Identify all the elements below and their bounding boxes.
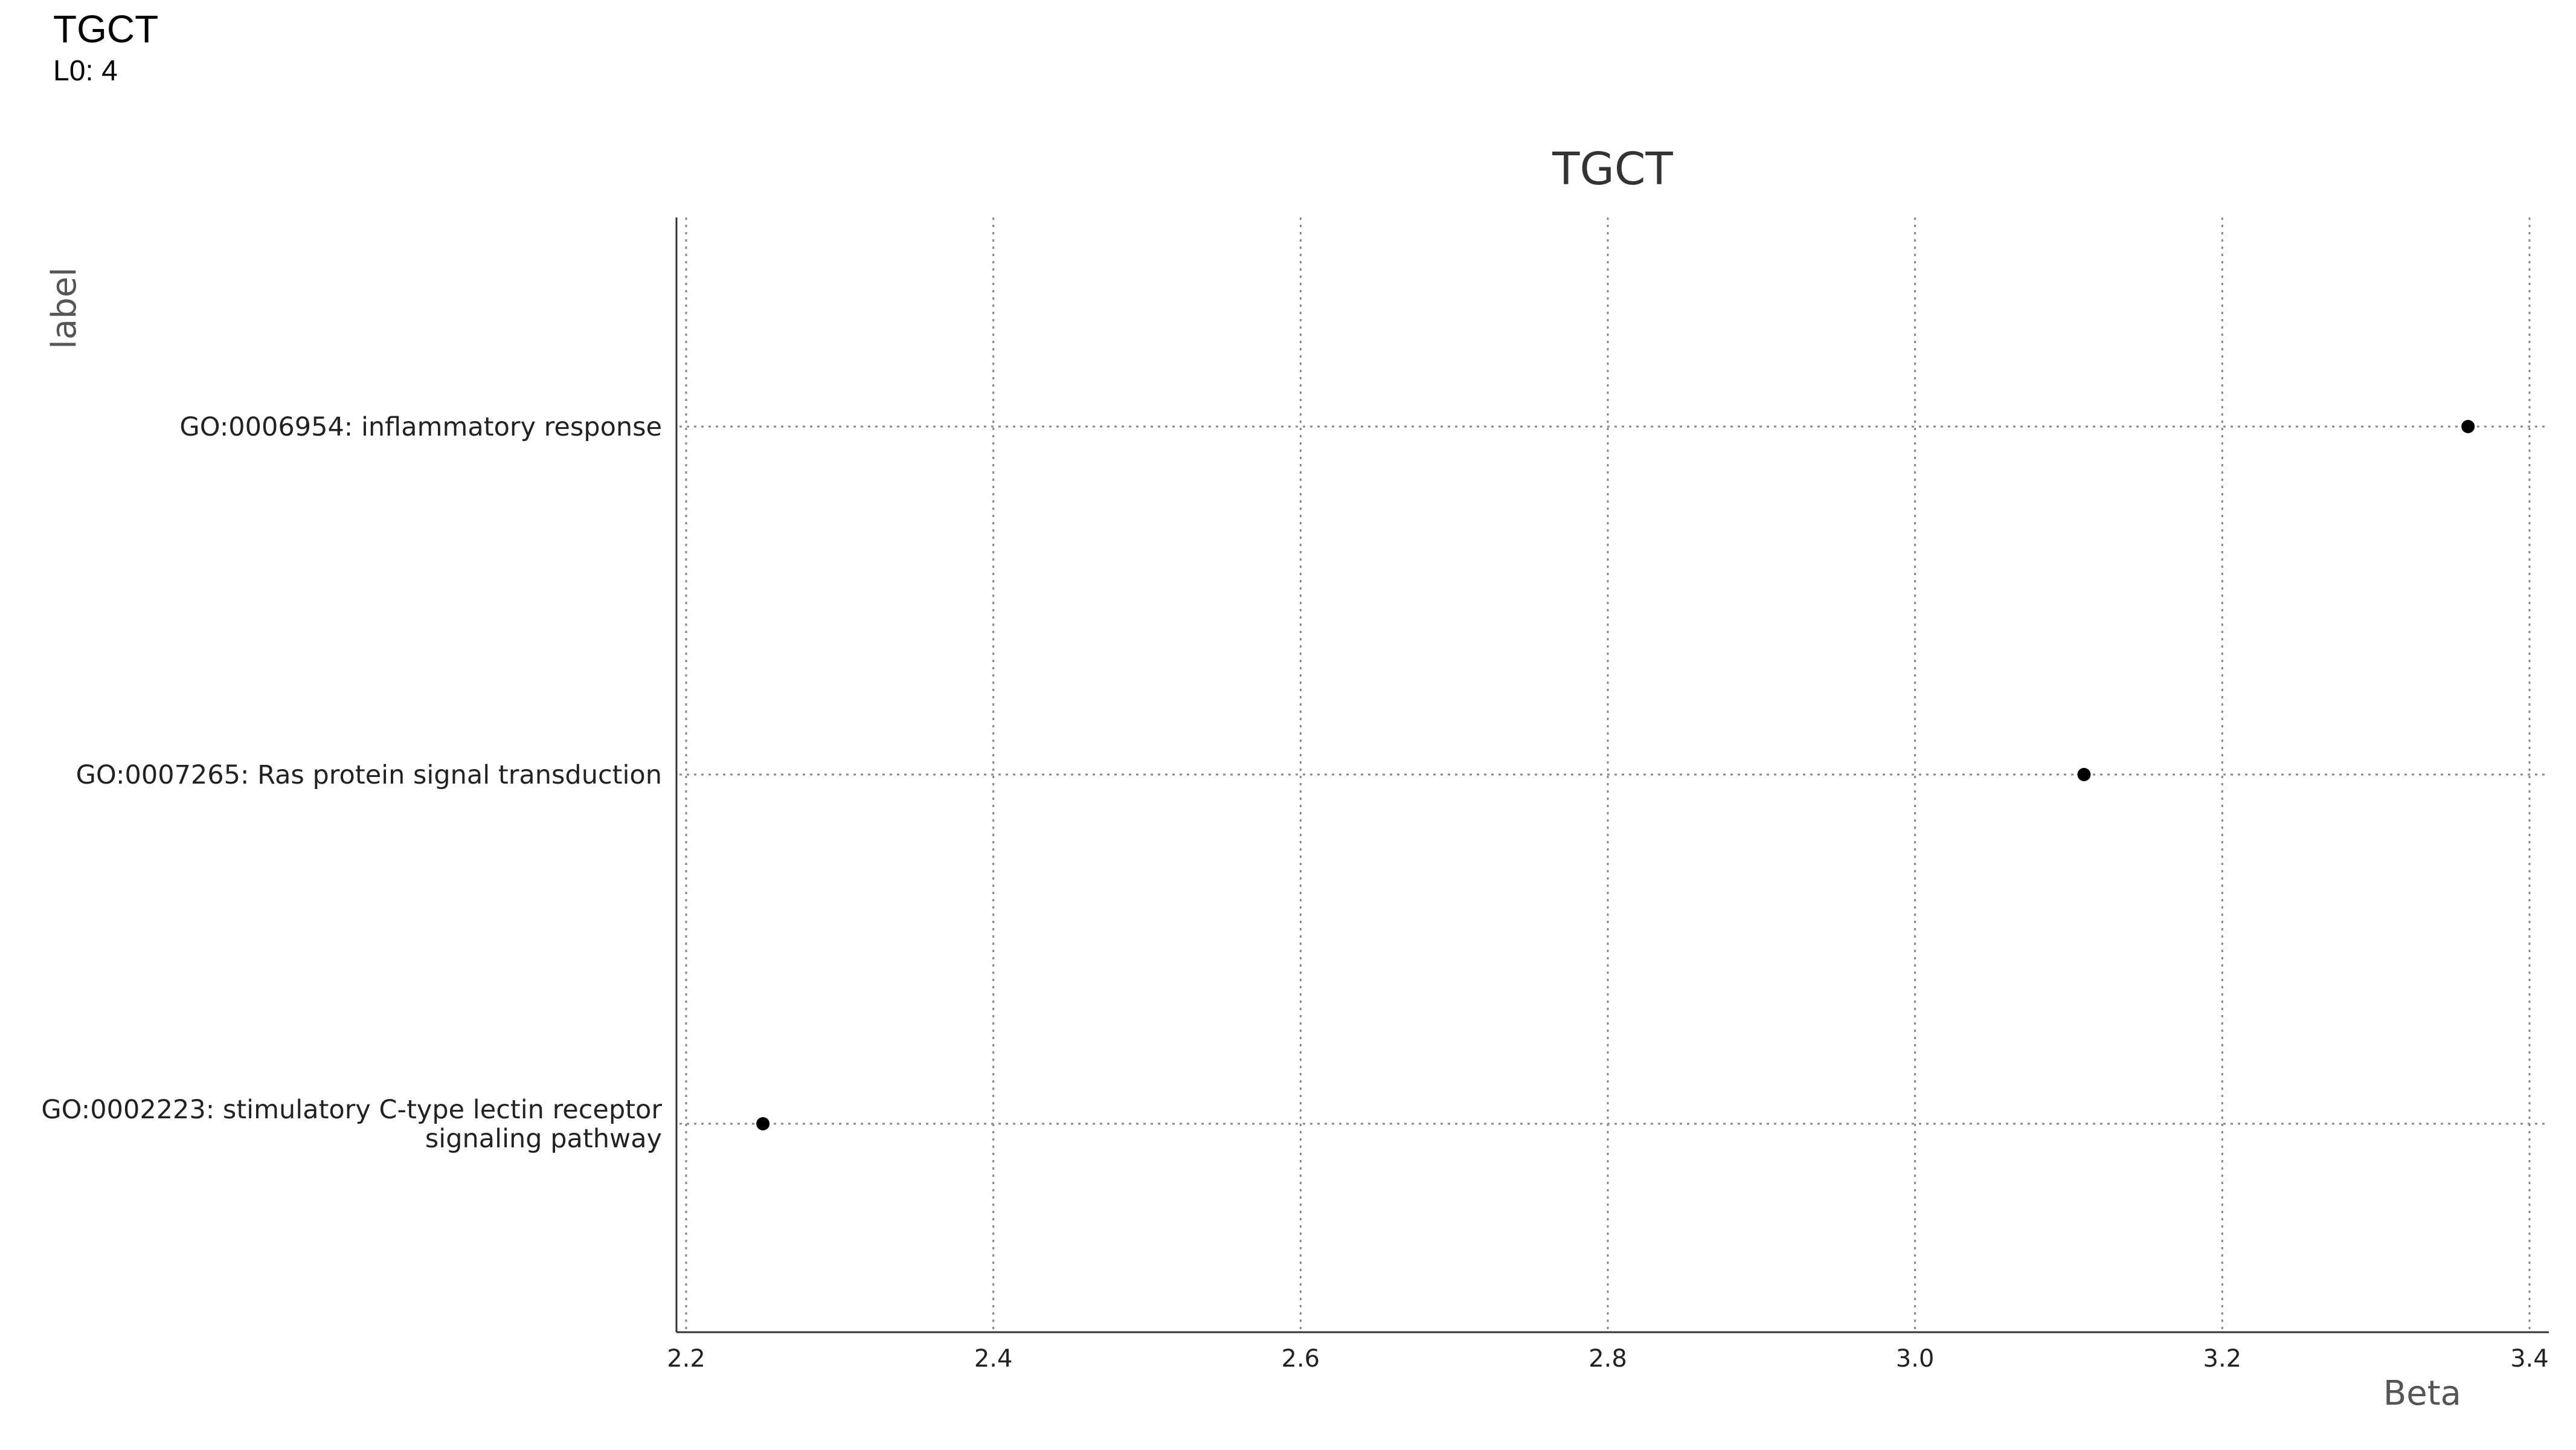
data-point — [2077, 768, 2091, 781]
chart-title: TGCT — [1552, 143, 1673, 195]
y-axis-label: label — [45, 267, 84, 349]
data-points — [756, 420, 2475, 1130]
x-tick-label: 3.4 — [2510, 1345, 2549, 1373]
x-axis-label: Beta — [2383, 1374, 2461, 1413]
x-tick-label: 3.0 — [1896, 1345, 1935, 1373]
y-category-label: GO:0002223: stimulatory C-type lectin re… — [41, 1095, 662, 1125]
x-tick-label: 3.2 — [2203, 1345, 2242, 1373]
page-title: TGCT — [53, 7, 159, 51]
y-category-labels: GO:0006954: inflammatory response GO:0007… — [41, 412, 662, 1154]
axes — [675, 218, 2549, 1333]
x-tick-labels: 2.2 2.4 2.6 2.8 3.0 3.2 3.4 — [667, 1345, 2549, 1373]
x-tick-label: 2.4 — [974, 1345, 1013, 1373]
x-tick-label: 2.2 — [667, 1345, 705, 1373]
data-point — [2461, 420, 2475, 433]
data-point — [756, 1117, 770, 1130]
y-category-label: signaling pathway — [425, 1124, 662, 1154]
x-tick-label: 2.6 — [1282, 1345, 1320, 1373]
y-category-label: GO:0007265: Ras protein signal transduct… — [76, 760, 662, 790]
page-header: TGCT L0: 4 — [53, 5, 158, 89]
page-subtitle: L0: 4 — [53, 55, 118, 87]
x-tick-label: 2.8 — [1588, 1345, 1627, 1373]
y-category-label: GO:0006954: inflammatory response — [179, 412, 662, 442]
grid — [679, 218, 2549, 1332]
